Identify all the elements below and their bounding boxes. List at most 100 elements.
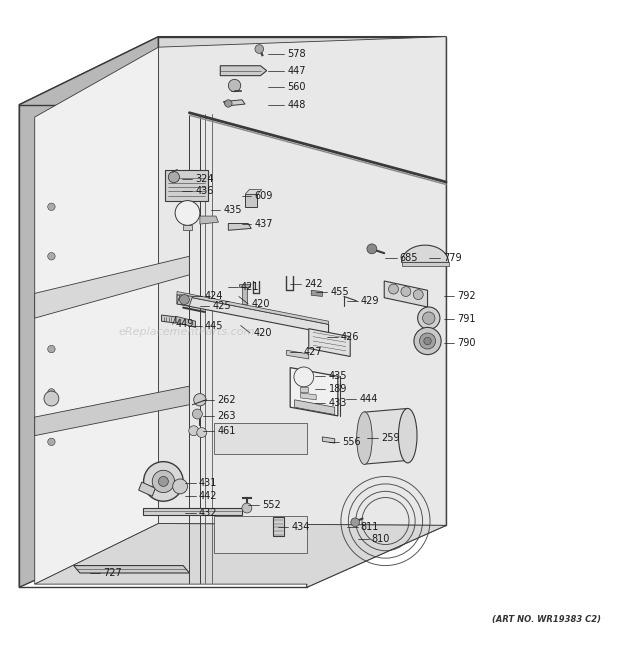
Circle shape bbox=[192, 409, 202, 419]
Text: 560: 560 bbox=[287, 83, 306, 93]
Text: 421: 421 bbox=[241, 282, 259, 292]
Circle shape bbox=[48, 438, 55, 446]
Text: 449: 449 bbox=[175, 319, 194, 329]
Polygon shape bbox=[177, 295, 192, 306]
Polygon shape bbox=[402, 245, 448, 262]
Text: 420: 420 bbox=[251, 299, 270, 309]
Text: 426: 426 bbox=[341, 332, 360, 342]
Text: 791: 791 bbox=[457, 315, 476, 325]
Polygon shape bbox=[19, 36, 446, 104]
Text: 425: 425 bbox=[212, 301, 231, 311]
Text: 779: 779 bbox=[443, 253, 462, 262]
Circle shape bbox=[367, 244, 377, 254]
Polygon shape bbox=[245, 194, 257, 207]
Ellipse shape bbox=[356, 412, 372, 465]
Text: 431: 431 bbox=[198, 479, 217, 488]
Text: 442: 442 bbox=[198, 491, 217, 501]
Polygon shape bbox=[300, 387, 308, 393]
Text: 685: 685 bbox=[400, 253, 419, 262]
Polygon shape bbox=[365, 408, 408, 464]
Circle shape bbox=[197, 428, 206, 438]
Polygon shape bbox=[162, 315, 175, 323]
Polygon shape bbox=[214, 516, 307, 553]
Text: 461: 461 bbox=[217, 426, 236, 436]
Polygon shape bbox=[223, 100, 245, 106]
Circle shape bbox=[351, 518, 360, 527]
Circle shape bbox=[188, 426, 198, 436]
Text: 437: 437 bbox=[254, 219, 273, 229]
Polygon shape bbox=[245, 190, 262, 194]
Circle shape bbox=[294, 367, 314, 387]
Circle shape bbox=[424, 337, 432, 345]
Circle shape bbox=[224, 100, 232, 107]
Polygon shape bbox=[177, 295, 329, 334]
Circle shape bbox=[179, 295, 189, 305]
Polygon shape bbox=[239, 284, 250, 287]
Polygon shape bbox=[311, 290, 322, 297]
Text: 792: 792 bbox=[457, 292, 476, 301]
Polygon shape bbox=[286, 350, 309, 359]
Text: 429: 429 bbox=[361, 296, 379, 306]
Text: 432: 432 bbox=[198, 508, 217, 518]
Circle shape bbox=[401, 287, 411, 297]
Text: 448: 448 bbox=[287, 100, 306, 110]
Circle shape bbox=[169, 171, 179, 182]
Text: 242: 242 bbox=[304, 279, 322, 289]
Text: 444: 444 bbox=[360, 393, 378, 404]
Polygon shape bbox=[35, 524, 446, 587]
Circle shape bbox=[414, 327, 441, 354]
Polygon shape bbox=[307, 36, 446, 587]
Circle shape bbox=[423, 312, 435, 325]
Text: 324: 324 bbox=[195, 174, 214, 184]
Circle shape bbox=[255, 45, 264, 54]
Circle shape bbox=[193, 393, 206, 406]
Text: 445: 445 bbox=[205, 321, 223, 330]
Circle shape bbox=[172, 479, 187, 494]
Text: 436: 436 bbox=[195, 186, 214, 196]
Text: 447: 447 bbox=[287, 65, 306, 75]
Polygon shape bbox=[290, 368, 338, 416]
Text: 578: 578 bbox=[287, 49, 306, 59]
Circle shape bbox=[175, 200, 200, 225]
Text: 259: 259 bbox=[381, 432, 400, 442]
Polygon shape bbox=[183, 225, 192, 230]
Polygon shape bbox=[322, 437, 335, 443]
Polygon shape bbox=[294, 400, 335, 414]
Polygon shape bbox=[214, 423, 307, 454]
Text: 455: 455 bbox=[330, 286, 349, 297]
Text: 434: 434 bbox=[291, 522, 310, 531]
Circle shape bbox=[389, 284, 399, 294]
Circle shape bbox=[48, 203, 55, 210]
Polygon shape bbox=[35, 256, 189, 318]
Polygon shape bbox=[177, 292, 329, 325]
Text: 552: 552 bbox=[262, 500, 280, 510]
Polygon shape bbox=[402, 262, 448, 266]
Text: 727: 727 bbox=[103, 568, 122, 578]
Circle shape bbox=[242, 503, 252, 513]
Polygon shape bbox=[228, 223, 251, 230]
Polygon shape bbox=[301, 393, 316, 400]
Polygon shape bbox=[159, 36, 446, 525]
Text: 427: 427 bbox=[304, 347, 322, 357]
Text: 420: 420 bbox=[253, 328, 272, 338]
Polygon shape bbox=[175, 316, 195, 327]
Text: 790: 790 bbox=[457, 338, 476, 348]
Polygon shape bbox=[35, 386, 189, 436]
Text: 810: 810 bbox=[372, 534, 390, 544]
Text: 189: 189 bbox=[329, 384, 347, 394]
Polygon shape bbox=[19, 36, 159, 587]
Text: 263: 263 bbox=[217, 411, 236, 421]
Text: 435: 435 bbox=[223, 205, 242, 215]
Polygon shape bbox=[143, 508, 242, 515]
Polygon shape bbox=[35, 47, 159, 584]
Circle shape bbox=[153, 471, 174, 492]
Circle shape bbox=[228, 79, 241, 92]
Circle shape bbox=[48, 253, 55, 260]
Circle shape bbox=[48, 296, 55, 303]
Polygon shape bbox=[165, 170, 208, 200]
Circle shape bbox=[420, 333, 436, 349]
Polygon shape bbox=[139, 482, 156, 496]
Text: (ART NO. WR19383 C2): (ART NO. WR19383 C2) bbox=[492, 615, 601, 625]
Text: eReplacementParts.com: eReplacementParts.com bbox=[118, 327, 254, 336]
Text: 424: 424 bbox=[205, 292, 223, 301]
